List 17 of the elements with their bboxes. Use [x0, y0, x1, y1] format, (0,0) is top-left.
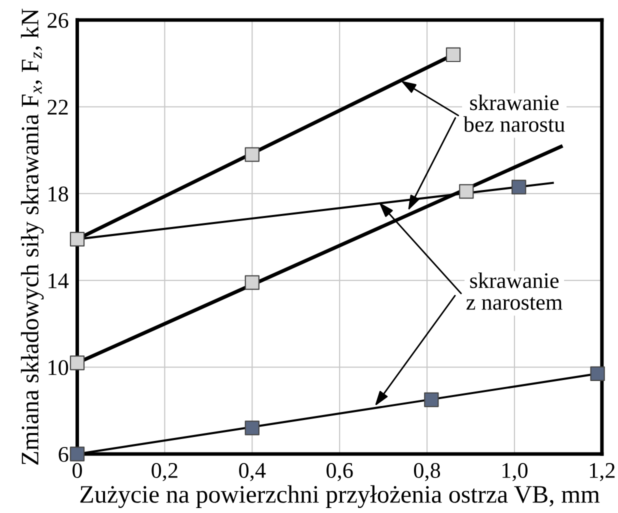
x-tick-label: 0	[72, 462, 82, 478]
x-tick-label: 1,2	[590, 463, 615, 482]
y-tick-label: 10	[48, 360, 68, 376]
annotation: skrawanie z narostem	[466, 272, 562, 310]
y-tick-label: 14	[48, 273, 69, 288]
x-axis-title: Zużycie na powierzchni przyłożenia ostrza VB, mm	[80, 485, 600, 508]
y-tick-label: 18	[48, 186, 68, 202]
x-tick-label: 1,0	[502, 462, 528, 482]
y-tick-label: 6	[58, 447, 68, 462]
x-tick-label: 0,8	[414, 462, 440, 482]
x-tick-label: 0,4	[239, 462, 266, 482]
y-axis-title: Zmiana składowych siły skrawania F$_{x}$, F$_{z}$, kN	[20, 8, 44, 465]
y-tick-label: 22	[48, 100, 68, 115]
x-tick-label: 0,6	[326, 462, 353, 482]
x-tick-label: 0,2	[152, 462, 178, 482]
y-tick-label: 26	[48, 13, 68, 28]
annotation: skrawanie bez narostu	[463, 94, 565, 132]
